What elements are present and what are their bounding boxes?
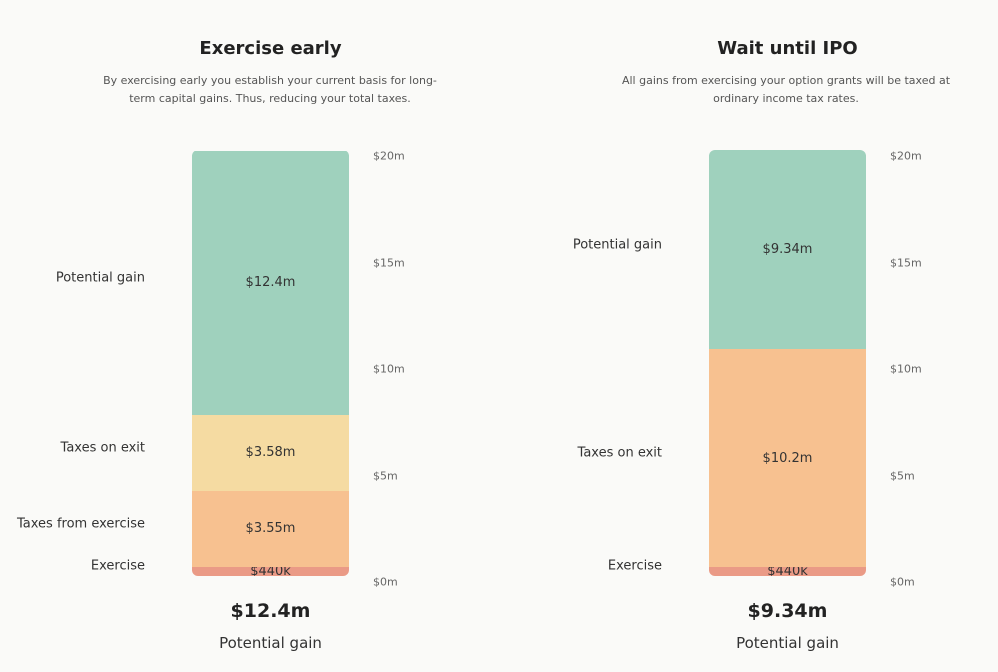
total-value: $12.4m xyxy=(230,600,311,622)
y-tick-label: $15m xyxy=(373,256,405,269)
y-tick-label: $0m xyxy=(890,575,915,589)
y-tick-label: $20m xyxy=(373,149,405,163)
segment-label: Taxes on exit xyxy=(60,440,145,456)
chart-description: All gains from exercising your option gr… xyxy=(621,74,951,105)
chart-description: By exercising early you establish your c… xyxy=(103,74,437,105)
y-tick-label: $20m xyxy=(890,149,922,163)
segment-label: Exercise xyxy=(607,558,662,574)
total-label: Potential gain xyxy=(219,634,322,652)
y-tick-label: $0m xyxy=(373,575,398,589)
bar-segment-exercise: $440k xyxy=(709,564,866,576)
bar-segment-exercise: $440k xyxy=(192,564,349,576)
chart-title: Exercise early xyxy=(199,38,342,59)
bar-segment-taxes-from-exercise: $3.55m xyxy=(192,491,349,567)
y-tick-label: $5m xyxy=(373,469,398,482)
stacked-bar: $440k $3.55m $3.58m $12.4m xyxy=(192,150,349,576)
exercise-early-panel: Exercise early By exercising early you e… xyxy=(17,38,437,652)
stacked-bar: $440k $10.2m $9.34m xyxy=(709,150,866,576)
bar-segment-potential-gain: $9.34m xyxy=(709,150,866,350)
chart-title: Wait until IPO xyxy=(717,38,858,59)
total-value: $9.34m xyxy=(747,600,828,622)
segment-label: Taxes on exit xyxy=(577,445,662,461)
bar-segment-potential-gain: $12.4m xyxy=(192,150,349,415)
y-tick-label: $10m xyxy=(890,362,922,376)
wait-until-ipo-panel: Wait until IPO All gains from exercising… xyxy=(499,0,998,672)
segment-label: Potential gain xyxy=(572,237,662,253)
segment-label: Exercise xyxy=(90,558,145,574)
y-tick-label: $5m xyxy=(890,469,915,482)
total-label: Potential gain xyxy=(736,634,839,652)
y-tick-label: $10m xyxy=(373,362,405,376)
bar-segment-taxes-on-exit: $10.2m xyxy=(709,349,866,567)
y-tick-label: $15m xyxy=(890,256,922,269)
bar-segment-taxes-on-exit: $3.58m xyxy=(192,414,349,492)
segment-label: Taxes from exercise xyxy=(17,516,145,532)
segment-label: Potential gain xyxy=(55,270,145,286)
